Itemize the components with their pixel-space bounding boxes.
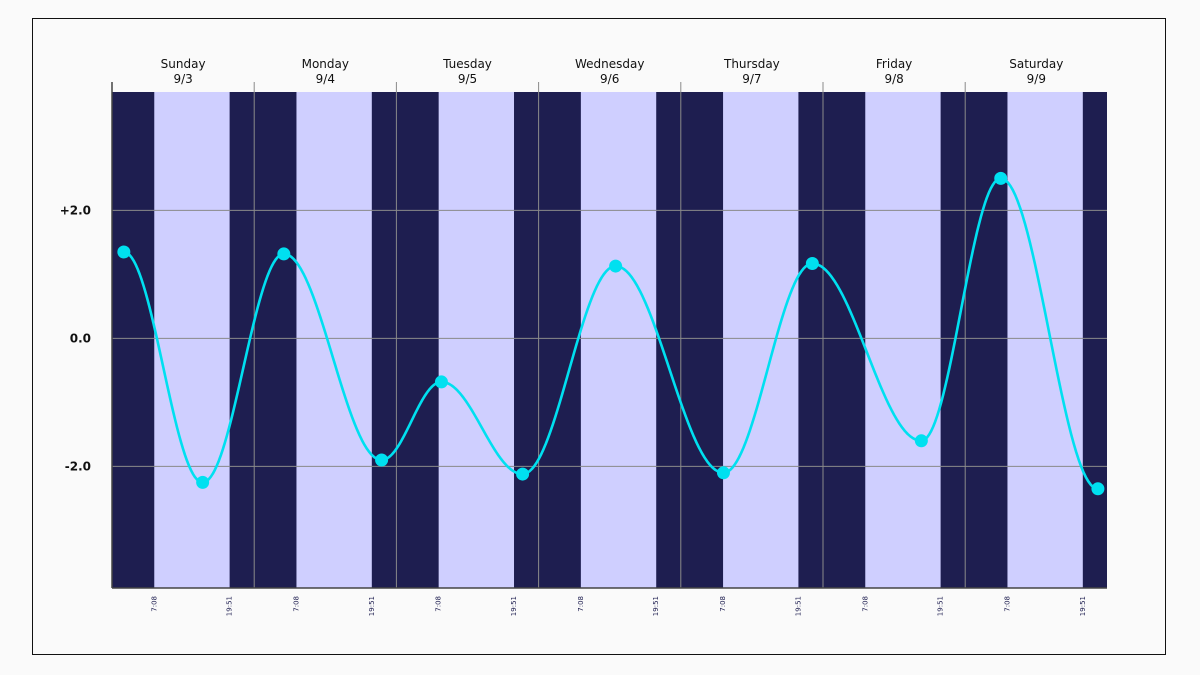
day-night-bands	[112, 92, 1107, 588]
sunrise-time-label: 7:08	[150, 596, 158, 612]
data-point	[277, 247, 291, 261]
daylight-band	[154, 92, 230, 588]
sunset-time-label: 19:51	[368, 596, 376, 616]
y-tick-label: -2.0	[65, 459, 91, 473]
day-name-label: Saturday	[1009, 57, 1063, 71]
y-tick-label: 0.0	[70, 331, 91, 345]
sunset-time-label: 19:51	[226, 596, 234, 616]
axes	[111, 82, 1107, 589]
daylight-band	[438, 92, 515, 588]
day-name-label: Thursday	[723, 57, 780, 71]
day-name-label: Tuesday	[442, 57, 492, 71]
sunset-time-label: 19:51	[937, 596, 945, 616]
daylight-band	[1007, 92, 1083, 588]
data-point	[375, 453, 389, 467]
data-point	[805, 257, 819, 271]
sunrise-time-label: 7:08	[435, 596, 443, 612]
day-date-label: 9/8	[884, 72, 903, 86]
data-point	[914, 434, 928, 448]
day-date-label: 9/4	[316, 72, 335, 86]
day-name-label: Monday	[302, 57, 349, 71]
data-point	[196, 475, 210, 489]
sunset-time-label: 19:51	[510, 596, 518, 616]
daylight-band	[723, 92, 799, 588]
day-date-label: 9/3	[173, 72, 192, 86]
sunset-time-label: 19:51	[794, 596, 802, 616]
series-line	[123, 177, 1099, 491]
sunset-time-label: 19:51	[1079, 596, 1087, 616]
data-point	[1091, 482, 1105, 496]
y-tick-labels: +2.0 0.0 -2.0	[60, 203, 91, 473]
data-point	[716, 466, 730, 480]
sunrise-time-label: 7:08	[1003, 596, 1011, 612]
day-name-label: Friday	[876, 57, 912, 71]
day-date-label: 9/7	[742, 72, 761, 86]
sunrise-time-label: 7:08	[292, 596, 300, 612]
daylight-band	[296, 92, 372, 588]
y-tick-label: +2.0	[60, 203, 91, 217]
data-point	[434, 375, 448, 389]
data-point	[516, 467, 530, 481]
daylight-band	[865, 92, 941, 588]
sunrise-time-label: 7:08	[577, 596, 585, 612]
day-date-label: 9/9	[1027, 72, 1046, 86]
sunrise-time-label: 7:08	[719, 596, 727, 612]
data-point	[117, 245, 131, 259]
sunrise-time-label: 7:08	[861, 596, 869, 612]
daylight-band	[580, 92, 657, 588]
sunset-time-label: 19:51	[652, 596, 660, 616]
day-name-label: Sunday	[161, 57, 206, 71]
data-point	[994, 171, 1008, 185]
time-labels: 7:08 19:51 7:08 19:51 7:08 19:51 7:08 19:51 7:08…	[150, 596, 1087, 616]
day-date-label: 9/6	[600, 72, 619, 86]
day-date-label: 9/5	[458, 72, 477, 86]
data-point	[609, 259, 623, 273]
series-layer	[117, 171, 1105, 496]
day-name-label: Wednesday	[575, 57, 644, 71]
